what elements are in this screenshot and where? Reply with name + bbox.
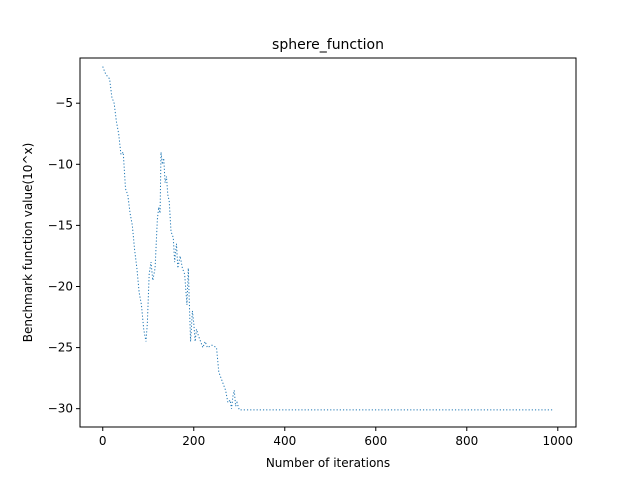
x-axis-label: Number of iterations xyxy=(266,456,390,470)
x-tick-label: 400 xyxy=(273,434,296,448)
x-tick-label: 200 xyxy=(182,434,205,448)
y-tick-label: −15 xyxy=(48,218,73,232)
y-tick-label: −25 xyxy=(48,341,73,355)
series-line-1 xyxy=(102,66,554,411)
x-tick-label: 600 xyxy=(364,434,387,448)
y-tick-label: −5 xyxy=(55,96,73,110)
y-axis: −30 −25 −20 −15 −10 −5 xyxy=(48,96,80,416)
x-tick-label: 800 xyxy=(455,434,478,448)
y-axis-label: Benchmark function value(10^x) xyxy=(21,143,35,343)
x-tick-label: 0 xyxy=(99,434,107,448)
y-tick-label: −10 xyxy=(48,157,73,171)
x-tick-label: 1000 xyxy=(543,434,574,448)
x-axis: 0 200 400 600 800 1000 xyxy=(99,427,573,448)
y-tick-label: −20 xyxy=(48,279,73,293)
chart-title: sphere_function xyxy=(272,37,384,53)
axes-frame xyxy=(79,57,577,428)
plot-area xyxy=(102,66,554,411)
y-tick-label: −30 xyxy=(48,402,73,416)
